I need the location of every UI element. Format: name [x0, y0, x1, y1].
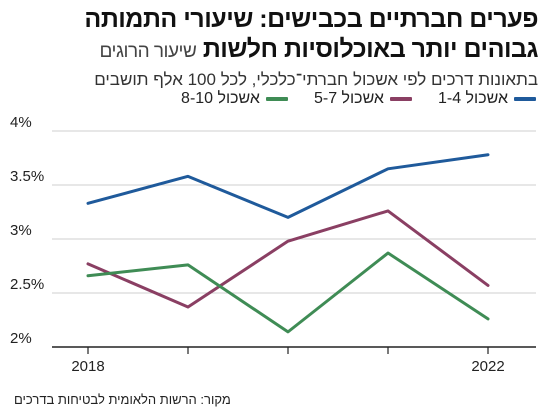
- chart-subtitle: בתאונות דרכים לפי אשכול חברתי־כלכלי, לכל…: [94, 70, 538, 89]
- y-tick-label-1: 2.5%: [10, 276, 44, 293]
- legend-label-1: אשכול 1-4: [437, 90, 508, 107]
- y-tick-label-2: 3%: [10, 222, 32, 239]
- series-line-3: [86, 251, 490, 334]
- y-tick-label-4: 4%: [10, 114, 32, 131]
- chart-title-line2-bold: גבוהים יותר באוכלוסיות חלשות: [202, 35, 539, 63]
- legend-swatch-1: [514, 97, 536, 101]
- legend-swatch-2: [389, 97, 412, 101]
- x-tick-label-0: 2018: [71, 358, 104, 375]
- chart-title-line2-light: שיעור הרוגים: [99, 41, 197, 62]
- x-tick-label-4: 2022: [471, 358, 504, 375]
- y-tick-label-3: 3.5%: [10, 168, 44, 185]
- legend: אשכול 1-4 אשכול 5-7 אשכול 8-10: [181, 90, 536, 108]
- y-tick-label-0: 2%: [10, 330, 32, 347]
- series-line-2: [86, 209, 490, 309]
- legend-label-2: אשכול 5-7: [313, 90, 384, 107]
- legend-item-1: אשכול 1-4: [438, 90, 536, 108]
- series-line-1: [86, 153, 490, 219]
- legend-swatch-3: [265, 97, 288, 101]
- legend-item-2: אשכול 5-7: [314, 90, 412, 108]
- titles: פערים חברתיים בכבישים: שיעורי התמותה גבו…: [12, 4, 538, 93]
- chart-title-line2: גבוהים יותר באוכלוסיות חלשות שיעור הרוגי…: [12, 34, 539, 67]
- chart-title: פערים חברתיים בכבישים: שיעורי התמותה: [84, 5, 538, 33]
- legend-label-3: אשכול 8-10: [181, 90, 260, 107]
- source-note: מקור: הרשות הלאומית לבטיחות בדרכים: [14, 392, 231, 407]
- legend-item-3: אשכול 8-10: [181, 90, 288, 108]
